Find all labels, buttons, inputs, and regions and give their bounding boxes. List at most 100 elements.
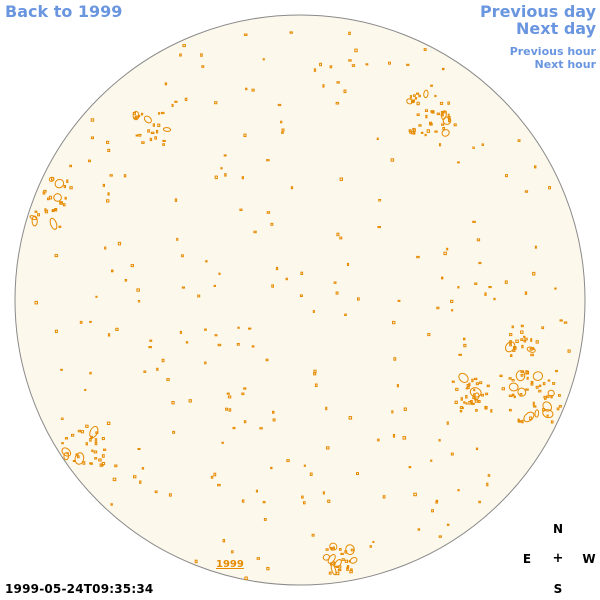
magnetic-speckle [327, 499, 331, 503]
magnetic-speckle [448, 118, 451, 123]
magnetic-speckle [231, 550, 234, 554]
magnetic-speckle [237, 326, 240, 329]
magnetic-speckle [424, 133, 427, 137]
magnetic-speckle [442, 127, 446, 130]
magnetic-speckle [84, 388, 87, 391]
magnetic-speckle [451, 380, 455, 383]
magnetic-speckle [182, 44, 186, 48]
magnetic-region-contour [48, 176, 55, 182]
magnetic-speckle [85, 442, 88, 446]
magnetic-speckle [356, 472, 359, 476]
magnetic-speckle [232, 426, 236, 430]
magnetic-speckle [309, 472, 313, 476]
previous-hour-link[interactable]: Previous hour [509, 45, 596, 58]
magnetic-region-contour [542, 409, 554, 419]
magnetic-speckle [532, 401, 535, 406]
magnetic-speckle [409, 95, 412, 99]
next-hour-link[interactable]: Next hour [534, 58, 597, 71]
magnetic-speckle [313, 369, 317, 373]
magnetic-speckle [478, 500, 481, 504]
magnetic-speckle [563, 321, 568, 324]
magnetic-region-contour [423, 89, 429, 99]
magnetic-speckle [474, 282, 478, 285]
magnetic-speckle [481, 143, 484, 146]
magnetic-speckle [567, 349, 571, 353]
magnetic-speckle [446, 523, 450, 526]
magnetic-speckle [377, 438, 380, 442]
magnetic-speckle [397, 299, 401, 302]
magnetic-speckle [509, 343, 512, 347]
magnetic-speckle [221, 441, 224, 444]
magnetic-region-contour [534, 409, 540, 418]
previous-day-link[interactable]: Previous day [479, 2, 596, 21]
magnetic-speckle [439, 143, 442, 147]
magnetic-speckle [517, 139, 521, 142]
compass-east-label: E [522, 552, 532, 566]
magnetic-speckle [520, 373, 524, 377]
magnetic-speckle [270, 222, 274, 226]
magnetic-speckle [102, 183, 105, 187]
magnetic-speckle [348, 59, 352, 62]
magnetic-speckle [336, 81, 340, 84]
magnetic-speckle [520, 330, 524, 334]
magnetic-speckle [77, 429, 81, 433]
magnetic-speckle [479, 381, 483, 385]
magnetic-speckle [301, 495, 304, 499]
magnetic-speckle [512, 393, 515, 397]
magnetic-speckle [548, 186, 551, 190]
magnetic-speckle [391, 410, 394, 414]
magnetic-speckle [493, 297, 496, 301]
magnetic-speckle [224, 173, 227, 177]
magnetic-speckle [347, 262, 350, 266]
magnetic-speckle [214, 101, 218, 105]
magnetic-speckle [534, 165, 537, 169]
magnetic-speckle [330, 547, 333, 551]
magnetic-speckle [344, 550, 348, 554]
magnetic-speckle [463, 343, 467, 348]
magnetic-speckle [430, 459, 433, 462]
magnetic-region-contour [515, 370, 526, 382]
magnetic-speckle [135, 134, 139, 137]
back-to-year-link[interactable]: Back to 1999 [5, 2, 123, 21]
magnetic-speckle [435, 500, 438, 504]
magnetic-speckle [434, 94, 437, 98]
magnetic-speckle [418, 94, 421, 98]
magnetic-region-contour [345, 544, 355, 555]
next-day-link[interactable]: Next day [516, 19, 596, 38]
magnetic-speckle [204, 328, 207, 331]
magnetic-speckle [530, 338, 533, 342]
magnetic-speckle [176, 237, 179, 241]
magnetic-speckle [446, 421, 449, 425]
magnetic-speckle [438, 439, 441, 442]
magnetic-speckle [508, 394, 513, 398]
magnetic-speckle [107, 333, 111, 337]
magnetic-speckle [110, 503, 113, 506]
magnetic-speckle [226, 392, 230, 395]
magnetic-speckle [332, 546, 335, 550]
magnetic-speckle [79, 320, 83, 324]
magnetic-speckle [107, 192, 110, 196]
magnetic-speckle [461, 407, 464, 410]
magnetic-speckle [93, 450, 98, 454]
magnetic-speckle [95, 295, 98, 298]
magnetic-speckle [447, 113, 450, 116]
magnetic-speckle [457, 161, 460, 164]
magnetic-region-contour [474, 392, 480, 400]
magnetic-speckle [457, 286, 460, 289]
year-link[interactable]: 1999 [216, 559, 244, 570]
magnetic-speckle [336, 232, 340, 237]
magnetic-speckle [277, 103, 282, 107]
magnetic-speckle [200, 53, 203, 57]
magnetic-speckle [149, 339, 153, 342]
magnetic-speckle [434, 130, 438, 133]
magnetic-speckle [526, 376, 529, 380]
magnetic-speckle [101, 464, 104, 467]
magnetic-speckle [137, 115, 141, 118]
magnetic-speckle [354, 48, 358, 53]
magnetic-speckle [94, 438, 98, 442]
magnetic-speckle [91, 449, 94, 453]
magnetic-region-contour [89, 425, 99, 439]
magnetic-speckle [115, 327, 119, 331]
magnetic-speckle [54, 208, 57, 211]
magnetic-speckle [472, 146, 475, 149]
